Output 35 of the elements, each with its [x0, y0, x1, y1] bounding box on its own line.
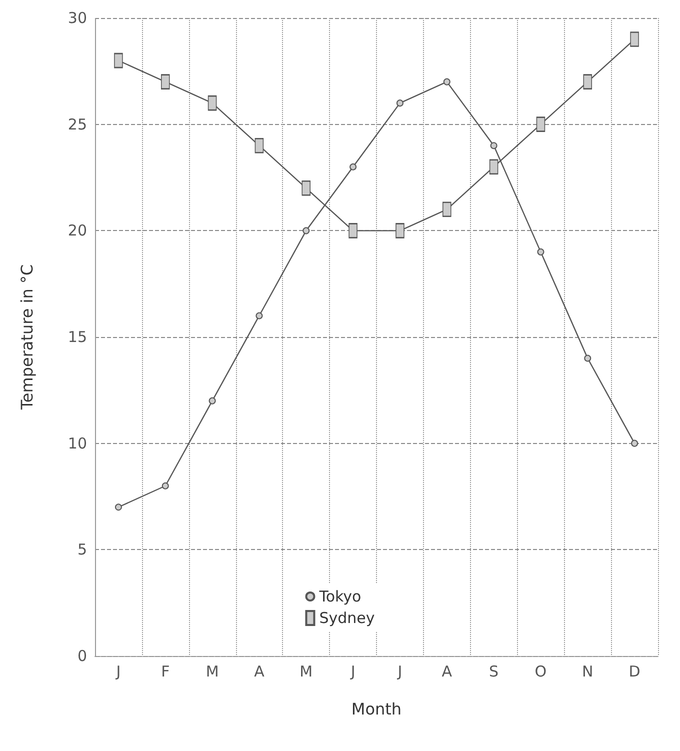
point	[490, 142, 498, 150]
y-tick-label: 20	[68, 222, 87, 240]
y-tick-label: 30	[68, 9, 87, 27]
y-tick-label: 15	[68, 328, 87, 346]
legend-label: Tokyo	[318, 588, 362, 606]
x-tick-label: M	[300, 662, 313, 680]
legend-label: Sydney	[319, 609, 375, 627]
y-axis-title: Temperature in °C	[18, 264, 36, 411]
x-tick-label: J	[115, 662, 121, 680]
point	[114, 504, 122, 511]
point	[443, 78, 450, 86]
x-tick-label: A	[442, 662, 453, 680]
x-tick-label: J	[350, 662, 356, 680]
x-tick-label: N	[582, 662, 594, 680]
point	[256, 312, 263, 320]
x-tick-label: S	[489, 662, 499, 680]
point	[302, 227, 310, 234]
x-tick-label: O	[534, 662, 547, 680]
x-tick-label: M	[206, 662, 219, 680]
point	[631, 440, 638, 447]
point	[537, 248, 544, 256]
point	[162, 482, 169, 490]
x-tick-label: J	[396, 662, 402, 680]
x-tick-label: D	[628, 662, 640, 680]
y-tick-label: 5	[77, 540, 87, 559]
y-tick-label: 10	[68, 434, 87, 452]
point	[208, 397, 216, 404]
x-axis-title: Month	[351, 700, 402, 718]
y-tick-label: 0	[77, 647, 87, 665]
point	[350, 163, 357, 170]
x-tick-label: A	[254, 662, 266, 680]
x-tick-label: F	[161, 662, 170, 680]
point	[584, 354, 592, 362]
y-tick-label: 25	[68, 115, 87, 134]
point	[396, 100, 404, 107]
